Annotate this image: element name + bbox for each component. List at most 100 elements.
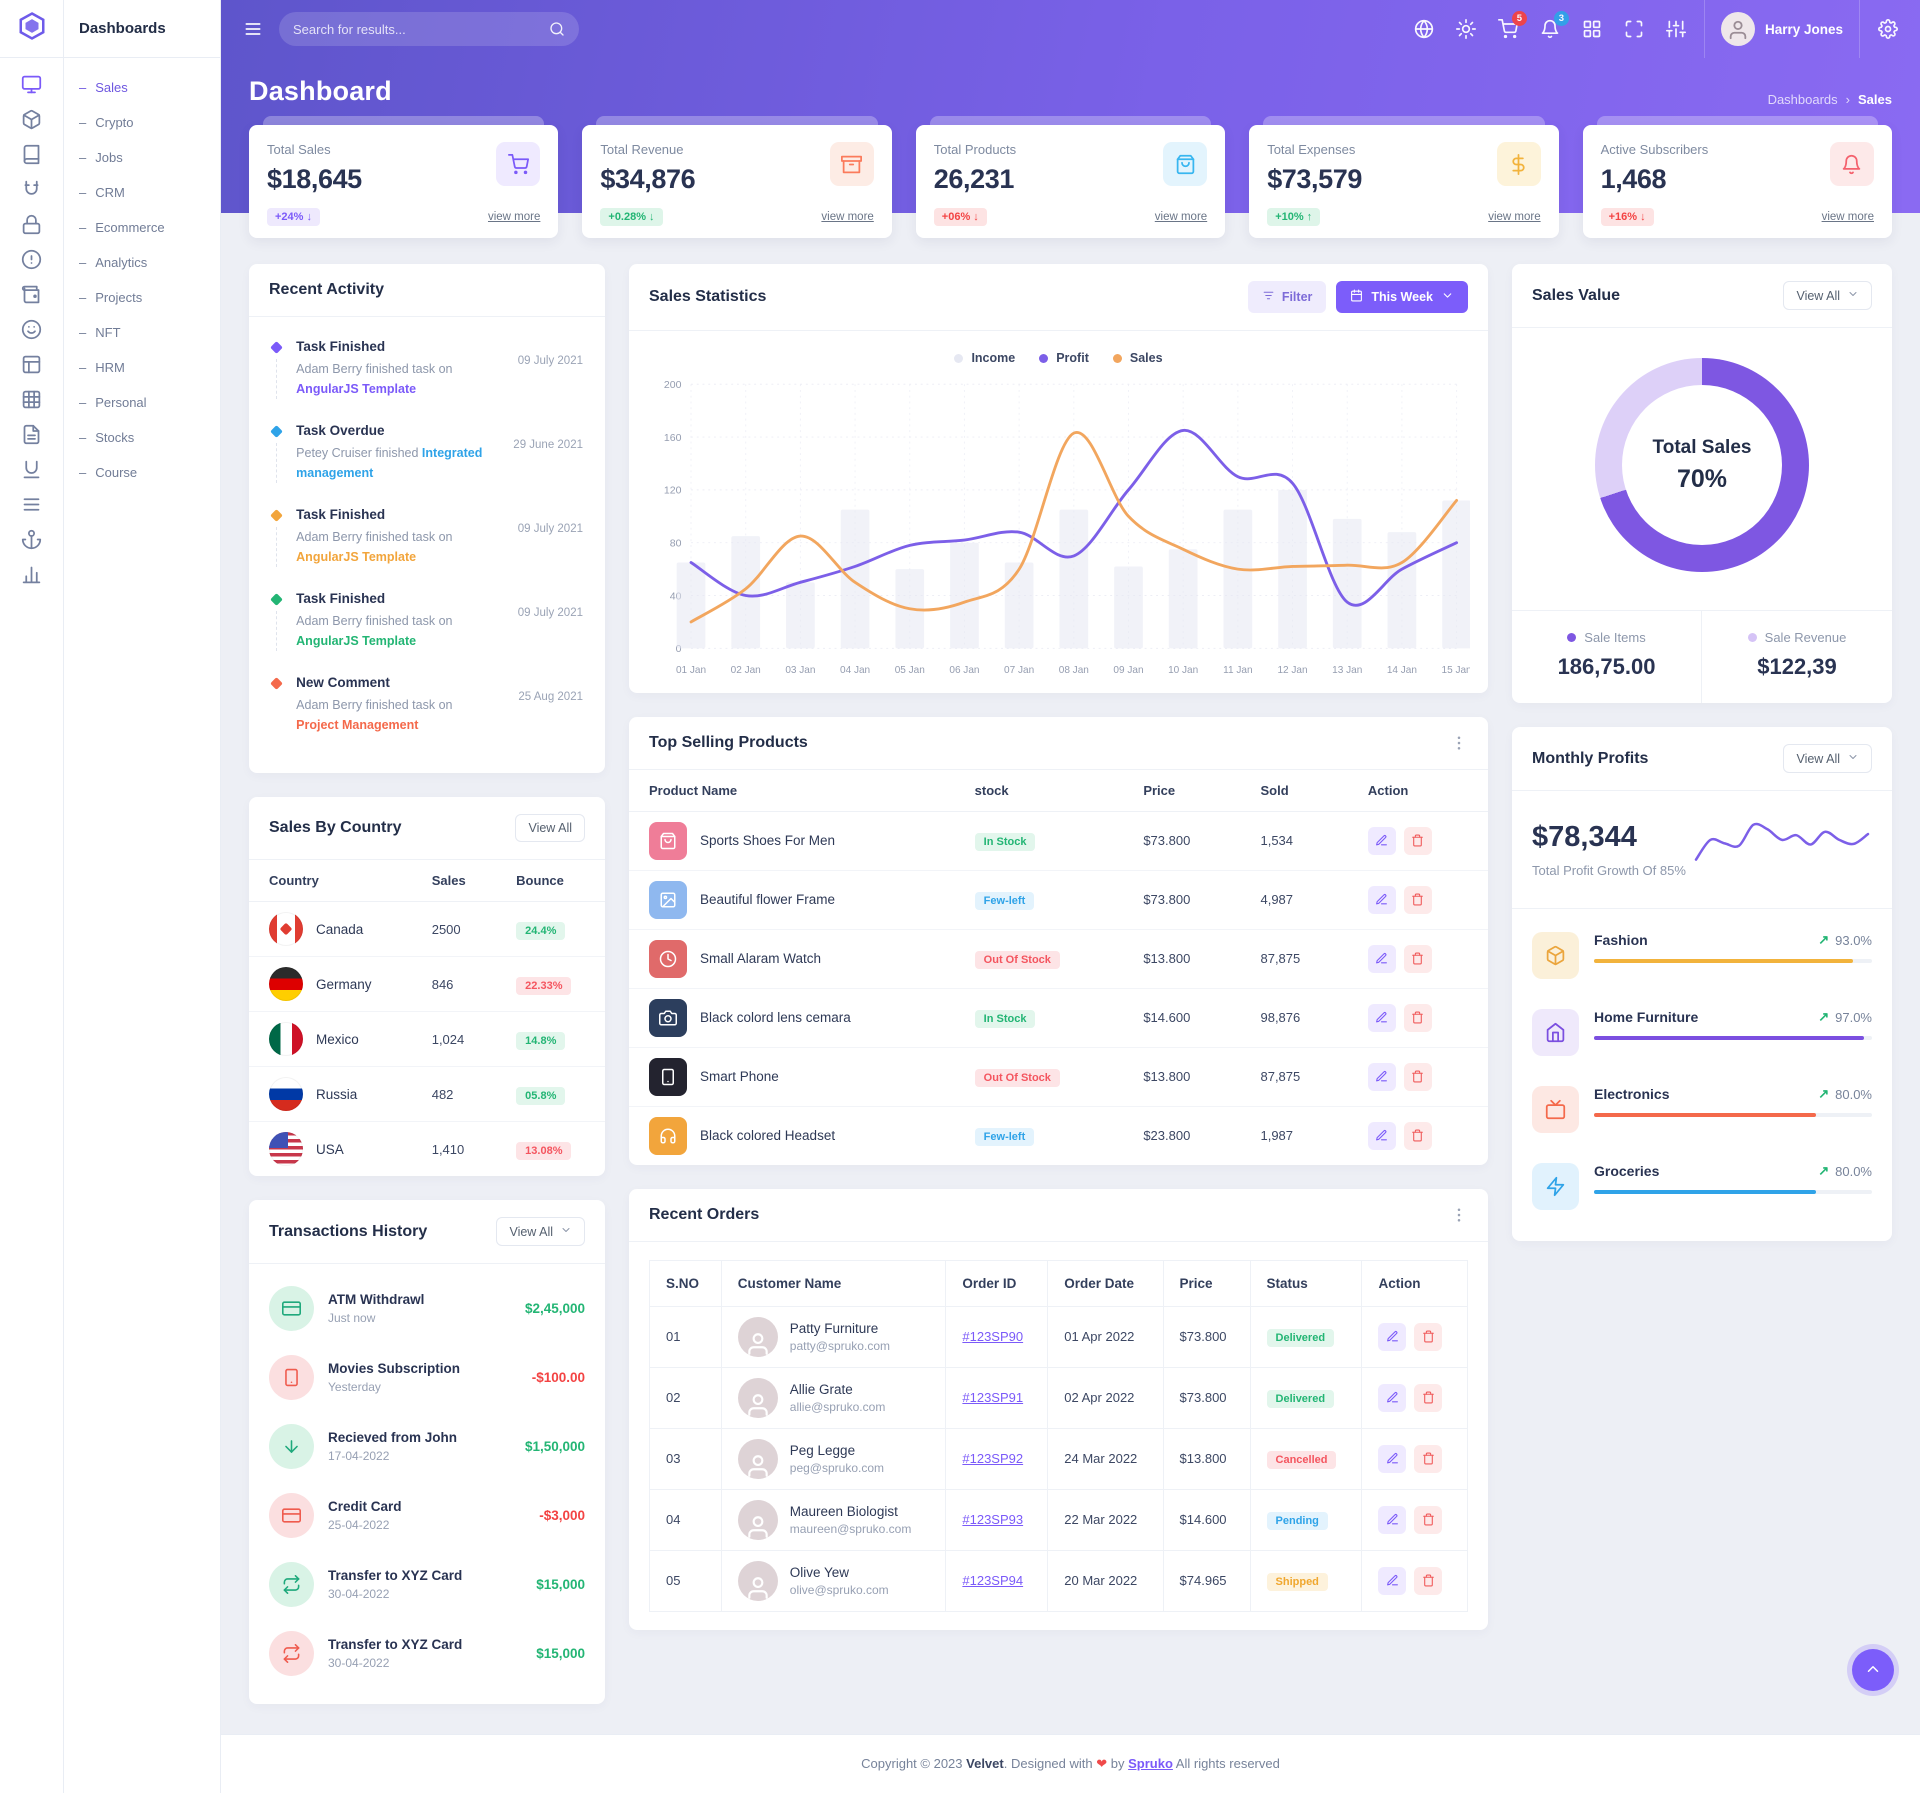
edit-button[interactable] (1368, 827, 1396, 855)
edit-button[interactable] (1378, 1506, 1406, 1534)
order-id-link[interactable]: #123SP94 (962, 1573, 1023, 1588)
sidebar-item-ecommerce[interactable]: –Ecommerce (64, 210, 220, 245)
edit-button[interactable] (1378, 1567, 1406, 1595)
activity-text: Adam Berry finished task on AngularJS Te… (296, 611, 497, 651)
edit-button[interactable] (1378, 1445, 1406, 1473)
chart-icon[interactable] (21, 564, 42, 585)
sidebar-item-stocks[interactable]: –Stocks (64, 420, 220, 455)
edit-button[interactable] (1378, 1323, 1406, 1351)
delete-button[interactable] (1414, 1506, 1442, 1534)
lock-icon[interactable] (21, 214, 42, 235)
order-id-link[interactable]: #123SP93 (962, 1512, 1023, 1527)
legend-item[interactable]: Profit (1039, 351, 1089, 365)
theme-toggle-icon[interactable] (1456, 19, 1476, 39)
more-menu-icon[interactable] (1450, 1206, 1468, 1224)
profit-category-row: Groceries ↗80.0% (1532, 1148, 1872, 1225)
more-menu-icon[interactable] (1450, 734, 1468, 752)
delete-button[interactable] (1404, 945, 1432, 973)
sidebar-item-course[interactable]: –Course (64, 455, 220, 490)
box-icon[interactable] (21, 109, 42, 130)
sidebar-item-jobs[interactable]: –Jobs (64, 140, 220, 175)
edit-button[interactable] (1368, 1122, 1396, 1150)
country-name: Canada (316, 922, 363, 937)
hamburger-menu-icon[interactable] (243, 19, 263, 39)
settings-sliders-icon[interactable] (1666, 19, 1686, 39)
delete-button[interactable] (1404, 827, 1432, 855)
sidebar-item-analytics[interactable]: –Analytics (64, 245, 220, 280)
delete-button[interactable] (1414, 1567, 1442, 1595)
chevron-down-icon (1847, 288, 1859, 303)
activity-link[interactable]: AngularJS Template (296, 634, 416, 648)
timeline-diamond-icon (270, 425, 283, 438)
fullscreen-icon[interactable] (1624, 19, 1644, 39)
view-more-link[interactable]: view more (488, 211, 540, 223)
layout-icon[interactable] (21, 354, 42, 375)
view-all-button[interactable]: View All (1783, 744, 1872, 773)
period-select-button[interactable]: This Week (1336, 281, 1468, 313)
delete-button[interactable] (1414, 1445, 1442, 1473)
view-more-link[interactable]: view more (1488, 211, 1540, 223)
bounce-badge: 22.33% (516, 977, 571, 995)
view-all-button[interactable]: View All (496, 1217, 585, 1246)
view-more-link[interactable]: view more (821, 211, 873, 223)
delete-button[interactable] (1404, 1004, 1432, 1032)
settings-gear-icon[interactable] (1878, 19, 1898, 39)
app-logo[interactable] (0, 0, 63, 58)
magnet-icon[interactable] (21, 179, 42, 200)
order-id-link[interactable]: #123SP91 (962, 1390, 1023, 1405)
smile-icon[interactable] (21, 319, 42, 340)
footer-spruko-link[interactable]: Spruko (1128, 1756, 1173, 1771)
product-row: Black colored Headset Few-left $23.800 1… (629, 1106, 1488, 1165)
shopping-cart-icon[interactable]: 5 (1498, 19, 1518, 39)
activity-date: 09 July 2021 (518, 355, 583, 367)
alert-icon[interactable] (21, 249, 42, 270)
search-icon[interactable] (549, 21, 565, 37)
legend-item[interactable]: Sales (1113, 351, 1163, 365)
legend-item[interactable]: Income (954, 351, 1015, 365)
table-icon[interactable] (21, 389, 42, 410)
file-icon[interactable] (21, 424, 42, 445)
sidebar-item-crypto[interactable]: –Crypto (64, 105, 220, 140)
wallet-icon[interactable] (21, 284, 42, 305)
list-icon[interactable] (21, 494, 42, 515)
trend-up-icon: ↗ (1818, 1163, 1829, 1179)
delete-button[interactable] (1404, 1063, 1432, 1091)
edit-button[interactable] (1368, 1063, 1396, 1091)
activity-link[interactable]: AngularJS Template (296, 382, 416, 396)
filter-button[interactable]: Filter (1248, 281, 1327, 313)
user-menu[interactable]: Harry Jones (1704, 0, 1860, 58)
sidebar-item-sales[interactable]: –Sales (64, 70, 220, 105)
view-more-link[interactable]: view more (1155, 211, 1207, 223)
sidebar-item-projects[interactable]: –Projects (64, 280, 220, 315)
delete-button[interactable] (1414, 1384, 1442, 1412)
edit-button[interactable] (1368, 886, 1396, 914)
view-all-button[interactable]: View All (1783, 281, 1872, 310)
view-more-link[interactable]: view more (1822, 211, 1874, 223)
edit-button[interactable] (1378, 1384, 1406, 1412)
notifications-icon[interactable]: 3 (1540, 19, 1560, 39)
underline-icon[interactable] (21, 459, 42, 480)
order-id-link[interactable]: #123SP92 (962, 1451, 1023, 1466)
apps-grid-icon[interactable] (1582, 19, 1602, 39)
sidebar-item-personal[interactable]: –Personal (64, 385, 220, 420)
book-icon[interactable] (21, 144, 42, 165)
edit-button[interactable] (1368, 945, 1396, 973)
sidebar-item-crm[interactable]: –CRM (64, 175, 220, 210)
language-globe-icon[interactable] (1414, 19, 1434, 39)
search-input[interactable] (293, 22, 523, 37)
breadcrumb-parent[interactable]: Dashboards (1768, 92, 1838, 107)
activity-link[interactable]: AngularJS Template (296, 550, 416, 564)
activity-link[interactable]: Project Management (296, 718, 418, 732)
activity-link[interactable]: Integrated management (296, 446, 482, 480)
anchor-icon[interactable] (21, 529, 42, 550)
monitor-icon[interactable] (21, 74, 42, 95)
sidebar-item-hrm[interactable]: –HRM (64, 350, 220, 385)
delete-button[interactable] (1404, 886, 1432, 914)
order-id-link[interactable]: #123SP90 (962, 1329, 1023, 1344)
delete-button[interactable] (1414, 1323, 1442, 1351)
edit-button[interactable] (1368, 1004, 1396, 1032)
sidebar-item-nft[interactable]: –NFT (64, 315, 220, 350)
delete-button[interactable] (1404, 1122, 1432, 1150)
scroll-to-top-button[interactable] (1852, 1649, 1894, 1691)
view-all-button[interactable]: View All (515, 814, 585, 842)
